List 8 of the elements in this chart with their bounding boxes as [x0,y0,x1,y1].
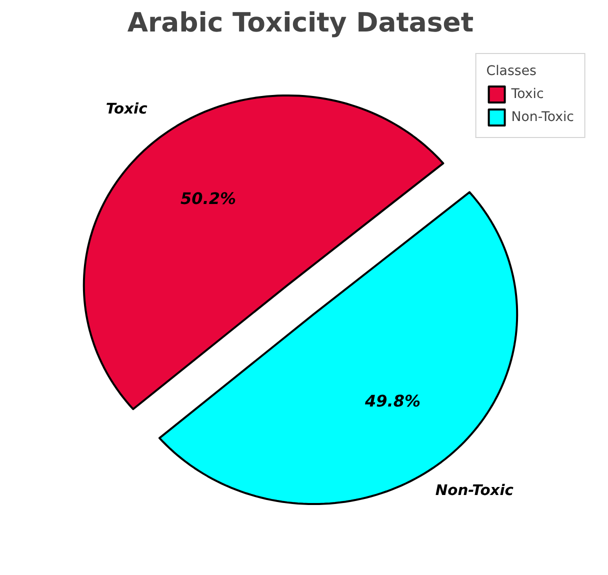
data-label: 50.2% [180,189,236,208]
data-label: 49.8% [364,392,420,410]
slice-label: Non-Toxic [435,482,514,500]
legend-label: Toxic [511,86,544,102]
legend-title: Classes [486,64,538,79]
slice-label: Toxic [106,100,148,118]
legend-label: Non-Toxic [511,110,574,124]
chart-title: Arabic Toxicity Dataset [127,8,474,38]
